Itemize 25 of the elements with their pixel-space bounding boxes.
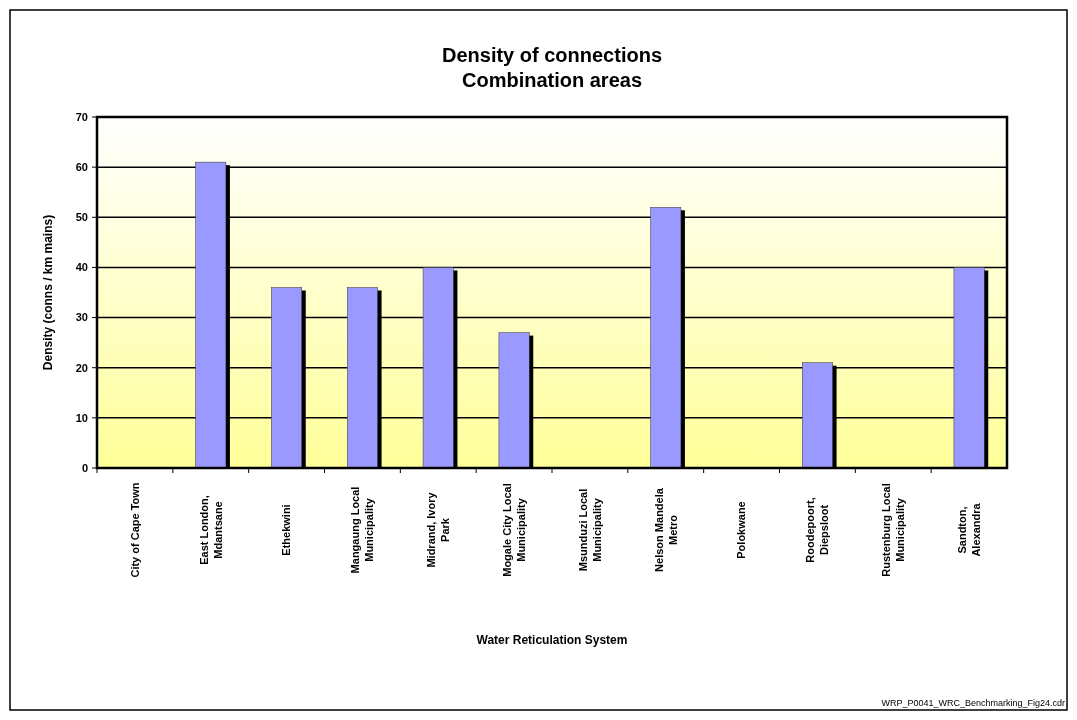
x-tick-label: Mangaung Local Municipality [349,486,376,574]
y-tick-label: 60 [75,160,88,173]
x-tick-label: Nelson Mandela Metro [652,487,679,572]
y-tick-label: 50 [75,211,88,224]
x-tick-label: Roodepoort, Diepsloot [804,497,831,563]
y-axis-title: Density (conns / km mains) [41,214,55,371]
x-tick-label: Mogale City Local Municipality [500,483,527,577]
chart-title: Density of connections [441,44,663,66]
x-tick-label: Midrand, Ivory Park [425,491,452,568]
y-tick-label: 0 [81,461,88,474]
y-tick-label: 40 [75,261,88,274]
x-axis-title: Water Reticulation System [476,633,628,647]
y-tick-label: 10 [75,411,88,424]
x-tick-label: East London, Mdantsane [197,495,224,565]
x-tick-label: Polokwane [735,501,748,559]
y-tick-label: 30 [75,311,88,324]
chart-subtitle: Combination areas [461,69,643,91]
x-tick-label: Msunduzi Local Municipality [576,488,603,572]
y-tick-label: 20 [75,361,88,374]
x-tick-label: City of Cape Town [128,482,141,578]
y-tick-label: 70 [75,110,88,123]
x-tick-label: Ethekwini [280,504,293,556]
x-tick-label: Sandton, Alexandra [955,502,982,557]
x-tick-label: Rustenburg Local Municipality [880,483,907,577]
text: WRP_P0041_WRC_Benchmarking_Fig24.cdr [881,698,1065,708]
